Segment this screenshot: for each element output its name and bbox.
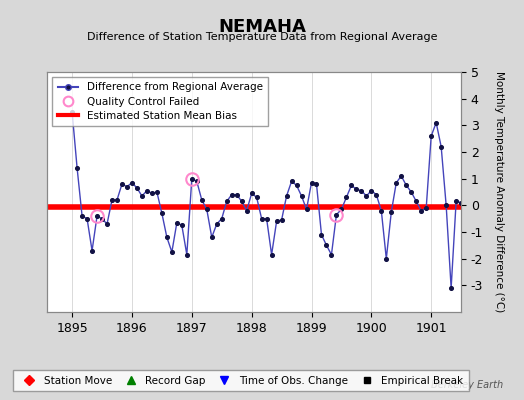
Point xyxy=(437,144,445,150)
Point xyxy=(347,182,356,188)
Point xyxy=(377,208,386,214)
Point xyxy=(73,165,81,171)
Point xyxy=(217,216,226,222)
Point xyxy=(78,213,86,219)
Point xyxy=(227,192,236,198)
Point xyxy=(213,221,221,227)
Point xyxy=(442,202,450,208)
Point xyxy=(178,222,186,228)
Point xyxy=(133,185,141,191)
Text: Berkeley Earth: Berkeley Earth xyxy=(431,380,503,390)
Point xyxy=(208,234,216,240)
Point xyxy=(302,206,311,212)
Point xyxy=(158,210,166,216)
Point xyxy=(297,193,305,199)
Point xyxy=(357,188,366,194)
Point xyxy=(123,184,131,190)
Point xyxy=(243,208,251,214)
Point xyxy=(172,220,181,226)
Point xyxy=(198,197,206,203)
Point xyxy=(263,216,271,222)
Point xyxy=(223,198,231,204)
Point xyxy=(328,252,336,258)
Point xyxy=(352,186,361,192)
Point xyxy=(83,216,91,222)
Point xyxy=(282,193,291,199)
Point xyxy=(93,213,101,219)
Legend: Difference from Regional Average, Quality Control Failed, Estimated Station Mean: Difference from Regional Average, Qualit… xyxy=(52,77,268,126)
Point xyxy=(397,173,406,179)
Point xyxy=(103,221,111,227)
Point xyxy=(148,190,156,196)
Point xyxy=(113,197,121,203)
Point xyxy=(237,198,246,204)
Point xyxy=(452,198,460,204)
Point xyxy=(417,208,425,214)
Point xyxy=(292,182,301,188)
Point xyxy=(337,206,346,212)
Point xyxy=(88,248,96,254)
Point xyxy=(98,216,106,222)
Point xyxy=(402,182,410,188)
Point xyxy=(387,209,396,215)
Point xyxy=(118,181,126,187)
Point xyxy=(168,249,176,255)
Point xyxy=(152,189,161,195)
Point xyxy=(372,192,380,198)
Point xyxy=(188,176,196,182)
Point xyxy=(392,180,400,186)
Point xyxy=(412,198,420,204)
Point xyxy=(322,242,331,248)
Point xyxy=(332,212,341,218)
Point xyxy=(457,200,465,206)
Point xyxy=(143,188,151,194)
Point xyxy=(68,109,77,115)
Point xyxy=(277,217,286,223)
Point xyxy=(128,180,136,186)
Point xyxy=(407,189,416,195)
Point xyxy=(367,188,376,194)
Point xyxy=(183,252,191,258)
Point xyxy=(138,193,146,199)
Point xyxy=(307,180,315,186)
Point xyxy=(382,256,390,262)
Point xyxy=(253,194,261,200)
Text: NEMAHA: NEMAHA xyxy=(218,18,306,36)
Point xyxy=(233,192,241,198)
Point xyxy=(422,205,430,211)
Point xyxy=(427,133,435,139)
Point xyxy=(287,178,296,184)
Point xyxy=(318,232,326,238)
Point xyxy=(162,234,171,240)
Point xyxy=(342,194,351,200)
Point xyxy=(193,178,201,184)
Point xyxy=(267,252,276,258)
Text: Difference of Station Temperature Data from Regional Average: Difference of Station Temperature Data f… xyxy=(87,32,437,42)
Point xyxy=(257,216,266,222)
Y-axis label: Monthly Temperature Anomaly Difference (°C): Monthly Temperature Anomaly Difference (… xyxy=(494,71,504,313)
Point xyxy=(108,197,116,203)
Point xyxy=(203,206,211,212)
Point xyxy=(362,193,370,199)
Point xyxy=(447,285,455,291)
Point xyxy=(432,120,440,126)
Point xyxy=(272,218,281,224)
Point xyxy=(462,204,471,210)
Point xyxy=(247,190,256,196)
Legend: Station Move, Record Gap, Time of Obs. Change, Empirical Break: Station Move, Record Gap, Time of Obs. C… xyxy=(14,370,468,391)
Point xyxy=(312,181,321,187)
